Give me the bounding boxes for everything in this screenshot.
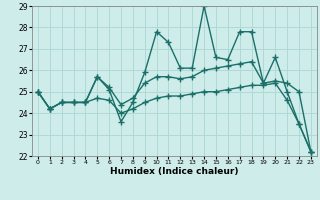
X-axis label: Humidex (Indice chaleur): Humidex (Indice chaleur): [110, 167, 239, 176]
